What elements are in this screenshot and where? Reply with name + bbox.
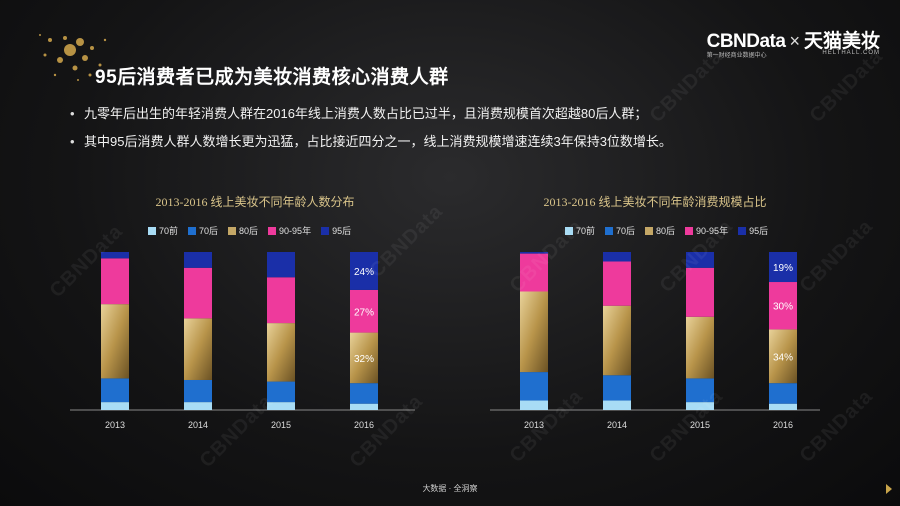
- bar-segment-2014-95后: [184, 252, 212, 268]
- bar-segment-2014-90-95年: [184, 267, 212, 319]
- legend-item: 90-95年: [268, 224, 311, 237]
- bar-segment-2015-95后: [686, 252, 714, 268]
- legend-item: 80后: [645, 224, 675, 237]
- next-slide-arrow-icon[interactable]: [886, 484, 892, 494]
- bullet-list: • 九零年后出生的年轻消费人群在2016年线上消费人数占比已过半，且消费规模首次超…: [70, 103, 672, 159]
- bar-segment-2016-95后: [350, 252, 378, 290]
- bar-segment-2013-70后: [520, 372, 548, 401]
- watermark: CBNData: [805, 45, 888, 128]
- bar-segment-2014-70后: [603, 375, 631, 401]
- bar-segment-2013-95后: [101, 252, 129, 259]
- bar-segment-2015-95后: [267, 252, 295, 278]
- bar-segment-2014-70后: [184, 379, 212, 403]
- data-label-2016-90-95年: 30%: [773, 302, 793, 313]
- bar-segment-2016-70后: [350, 383, 378, 404]
- data-label-2016-95后: 19%: [773, 263, 793, 274]
- tmall-beauty-logo: 天猫美妆: [803, 31, 880, 52]
- footer-slogan: 大数据 · 全洞察: [422, 484, 478, 493]
- bar-segment-2013-80后: [101, 304, 129, 379]
- bar-segment-2013-70后: [101, 378, 129, 403]
- bar-segment-2015-80后: [686, 316, 714, 379]
- bar-segment-2016-80后: [769, 329, 797, 384]
- bar-segment-2015-70后: [686, 378, 714, 403]
- legend-item: 80后: [228, 224, 258, 237]
- bar-segment-2013-95后: [520, 252, 548, 254]
- x-tick-label: 2016: [354, 420, 374, 430]
- x-tick-label: 2014: [188, 420, 208, 430]
- bar-segment-2015-70前: [686, 402, 714, 410]
- bar-segment-2014-70前: [184, 402, 212, 410]
- x-tick-label: 2016: [773, 420, 793, 430]
- chart-title-right: 2013-2016 线上美妆不同年龄消费规模占比: [543, 195, 767, 209]
- page-title: 95后消费者已成为美妆消费核心消费人群: [95, 67, 449, 88]
- x-tick-label: 2014: [607, 420, 627, 430]
- brand-logo: CBNData × 天猫美妆 第一财经商业数据中心 HELTHALL.COM: [706, 26, 880, 59]
- chart-title-left: 2013-2016 线上美妆不同年龄人数分布: [155, 195, 355, 209]
- bar-segment-2013-70前: [101, 402, 129, 410]
- x-tick-label: 2015: [271, 420, 291, 430]
- bar-segment-2016-90-95年: [769, 282, 797, 330]
- bar-segment-2014-80后: [603, 305, 631, 376]
- bar-segment-2015-80后: [267, 323, 295, 382]
- stacked-bar-chart-right: 2013 2014 2015 34% 30% 19% 2016: [490, 252, 820, 430]
- legend-right: 70前 70后 80后 90-95年 95后: [565, 224, 768, 237]
- bar-segment-2013-70前: [520, 400, 548, 410]
- gold-splash-decoration: [39, 34, 107, 81]
- x-tick-label: 2013: [524, 420, 544, 430]
- bar-segment-2016-80后: [350, 332, 378, 384]
- bar-segment-2014-70前: [603, 400, 631, 410]
- bar-segment-2013-90-95年: [101, 258, 129, 305]
- bar-segment-2015-90-95年: [267, 277, 295, 324]
- legend-item: 95后: [321, 224, 351, 237]
- data-label-2016-80后: 34%: [773, 352, 793, 363]
- legend-item: 70前: [565, 224, 595, 237]
- legend-left: 70前 70后 80后 90-95年 95后: [148, 224, 351, 237]
- bar-segment-2013-80后: [520, 291, 548, 373]
- bar-segment-2015-70后: [267, 381, 295, 403]
- cbndata-logo: CBNData: [706, 31, 786, 52]
- bar-segment-2016-95后: [769, 252, 797, 283]
- bar-segment-2013-90-95年: [520, 253, 548, 292]
- bar-segment-2015-70前: [267, 402, 295, 410]
- x-tick-label: 2015: [690, 420, 710, 430]
- bar-segment-2016-70前: [350, 403, 378, 410]
- bar-segment-2014-90-95年: [603, 261, 631, 306]
- legend-item: 90-95年: [685, 224, 728, 237]
- data-label-2016-80后: 32%: [354, 354, 374, 365]
- legend-item: 70后: [188, 224, 218, 237]
- bar-segment-2014-95后: [603, 252, 631, 262]
- bullet-item: • 九零年后出生的年轻消费人群在2016年线上消费人数占比已过半，且消费规模首次超…: [70, 106, 648, 121]
- bar-segment-2015-90-95年: [686, 267, 714, 317]
- bar-segment-2016-70后: [769, 383, 797, 404]
- bar-segment-2016-70前: [769, 403, 797, 410]
- legend-item: 95后: [738, 224, 768, 237]
- stacked-bar-chart-left: 2013 2014 2015 32% 27% 24% 2016: [70, 252, 415, 430]
- data-label-2016-95后: 24%: [354, 267, 374, 278]
- legend-item: 70后: [605, 224, 635, 237]
- legend-item: 70前: [148, 224, 178, 237]
- data-label-2016-90-95年: 27%: [354, 307, 374, 318]
- x-tick-label: 2013: [105, 420, 125, 430]
- bar-segment-2014-80后: [184, 318, 212, 380]
- bar-segment-2016-90-95年: [350, 289, 378, 333]
- bullet-item: • 其中95后消费人群人数增长更为迅猛，占比接近四分之一，线上消费规模增速连续3年…: [70, 134, 672, 149]
